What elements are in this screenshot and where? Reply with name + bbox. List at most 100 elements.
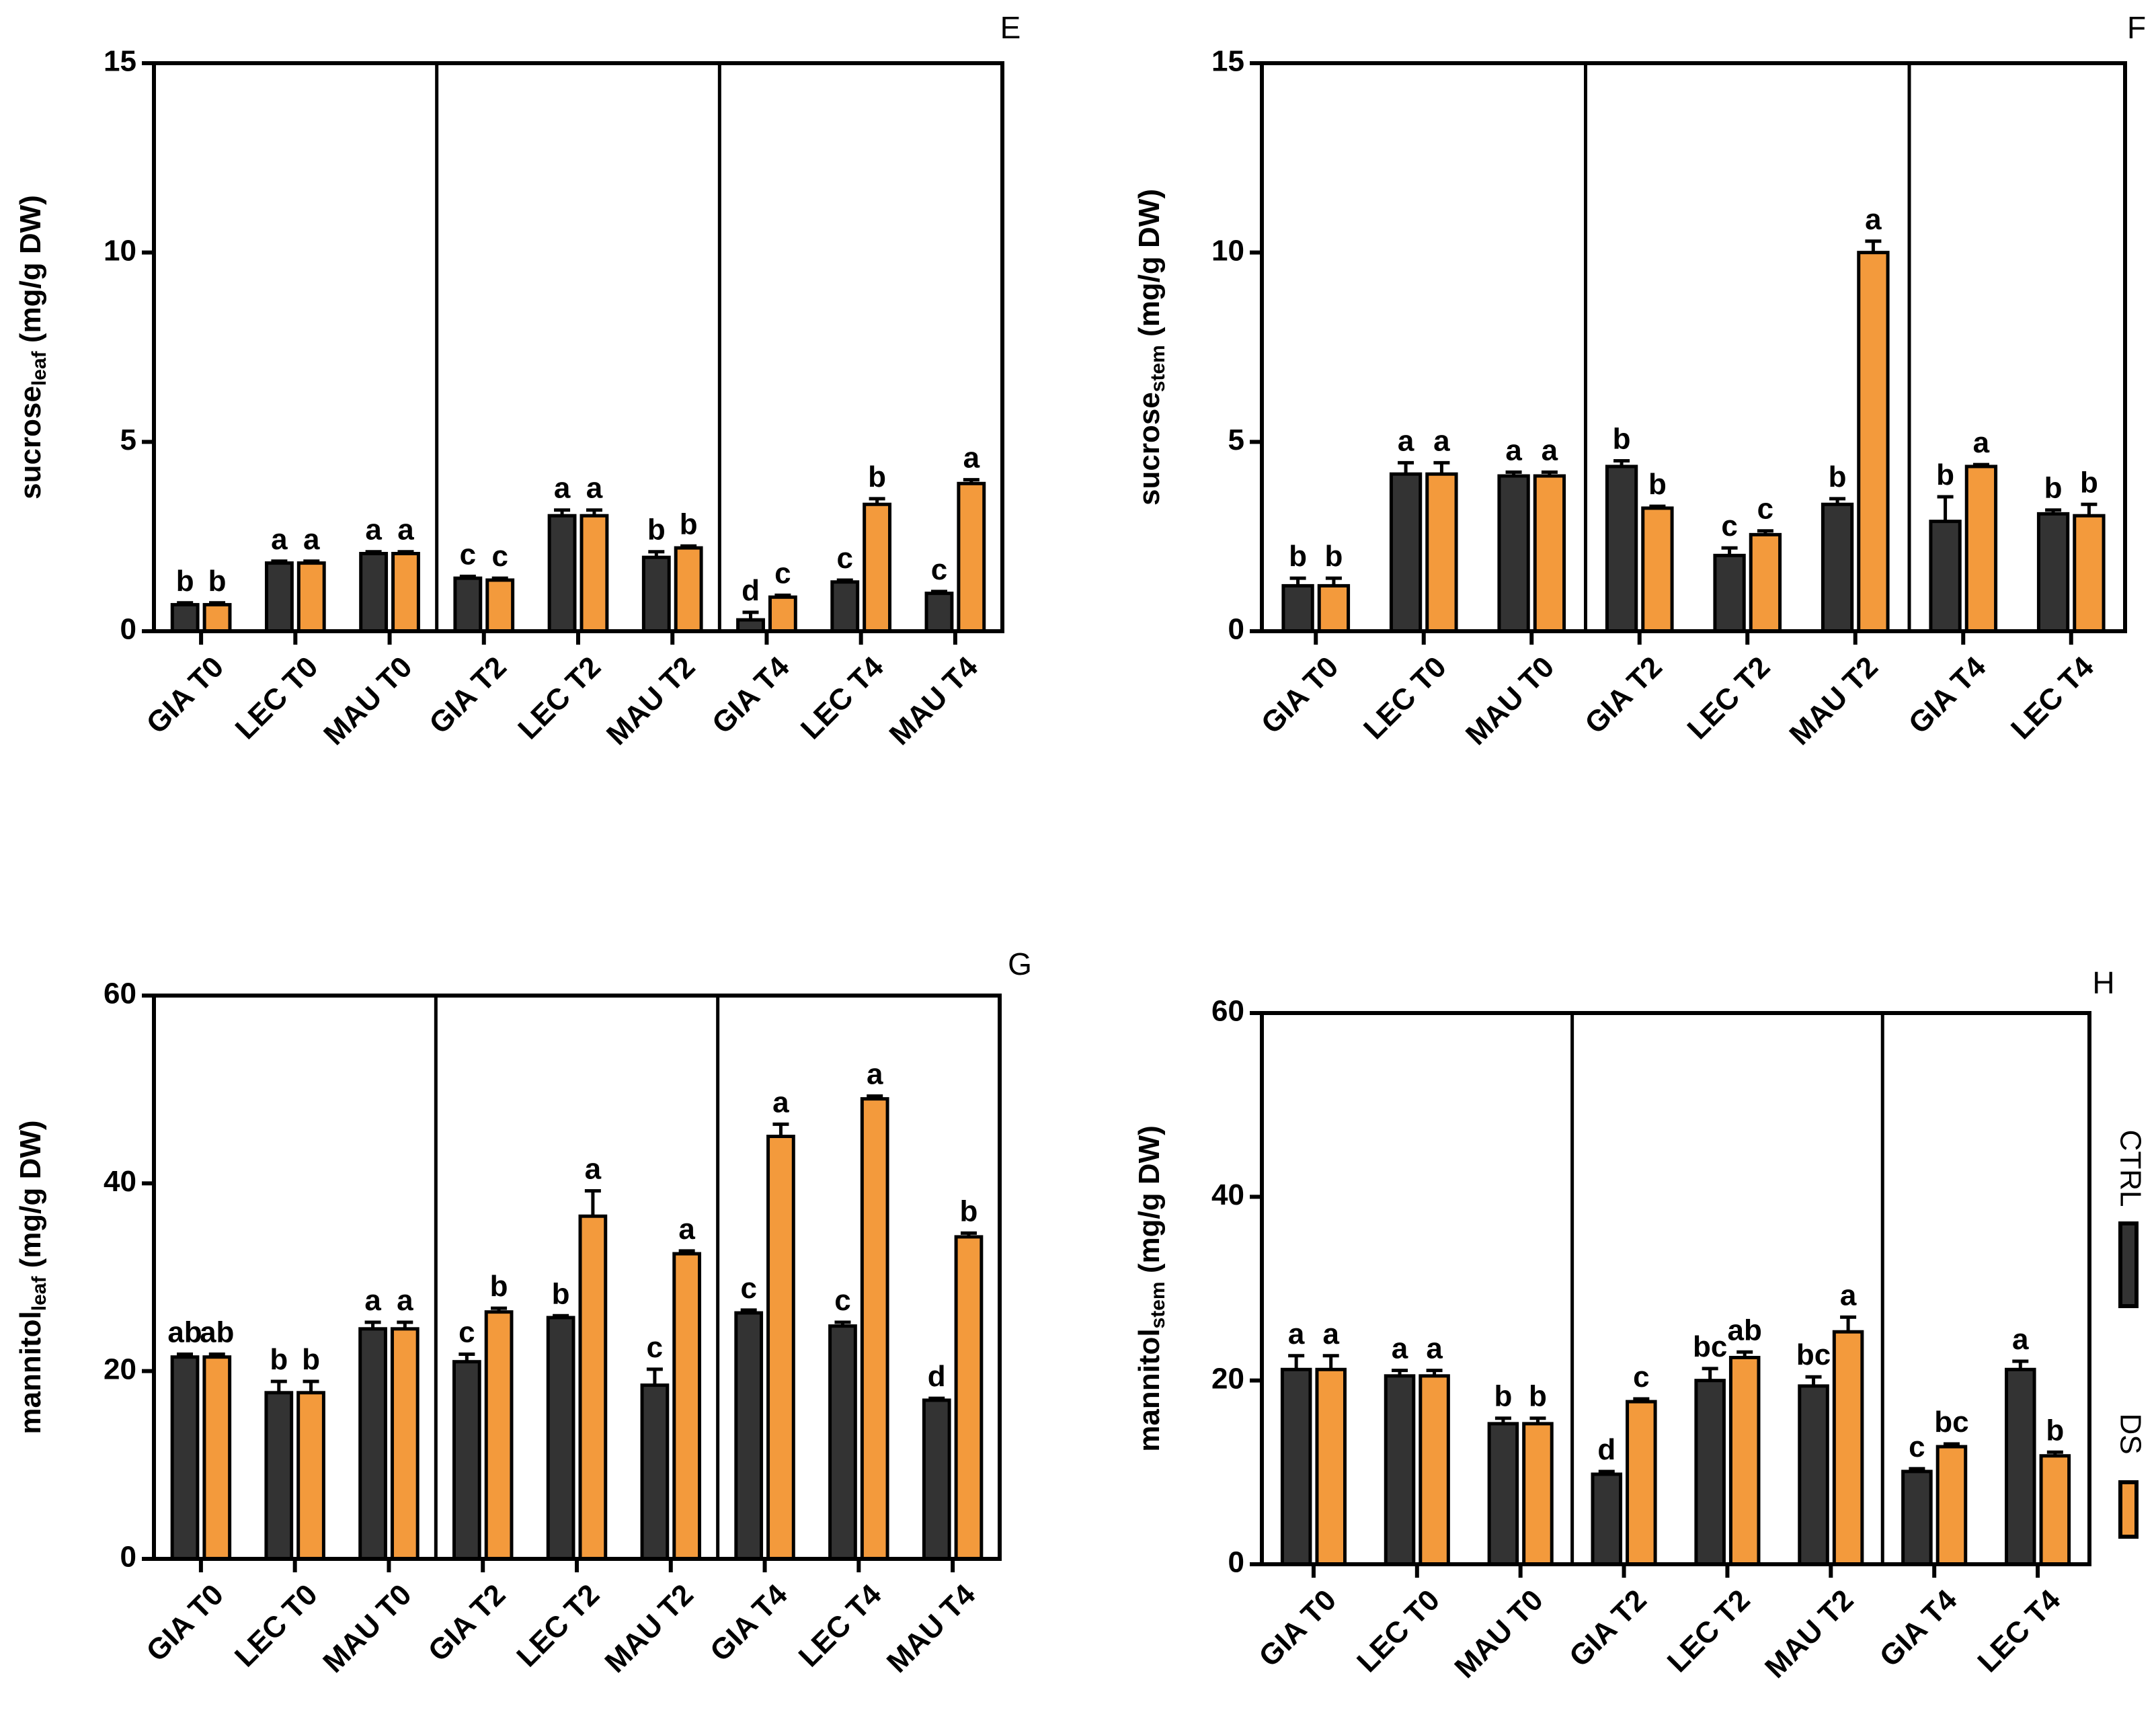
significance-letter: b	[960, 1195, 978, 1227]
error-bar	[397, 550, 414, 554]
error-bar	[1943, 1442, 1960, 1447]
bar	[1487, 1422, 1519, 1566]
y-tick-label: 20	[1211, 1362, 1244, 1395]
error-bar	[1829, 497, 1846, 505]
x-tick-label: LEC T4	[793, 1578, 888, 1673]
significance-letter: b	[647, 514, 666, 547]
bar	[580, 514, 609, 633]
legend-label: CTRL	[2114, 1130, 2147, 1207]
error-bar	[1909, 1467, 1925, 1471]
significance-letter: a	[1433, 424, 1450, 457]
y-label-subscript: leaf	[28, 350, 50, 386]
significance-letter: b	[868, 460, 886, 493]
bar	[768, 595, 797, 633]
significance-letter: a	[1840, 1279, 1857, 1312]
x-tick-label: LEC T0	[1351, 1583, 1446, 1679]
significance-letter: a	[303, 523, 320, 556]
bar	[2036, 512, 2070, 633]
bar	[641, 555, 671, 633]
error-bar	[1392, 1369, 1408, 1376]
significance-letter: a	[1865, 203, 1882, 236]
significance-letter: a	[365, 514, 382, 547]
bar	[1533, 474, 1566, 633]
significance-letter: b	[176, 565, 194, 598]
bar	[546, 1316, 575, 1561]
y-axis-label: sucroseleaf (mg/g DW)	[14, 195, 50, 499]
error-bar	[364, 1320, 381, 1329]
significance-letter: c	[1909, 1430, 1925, 1463]
error-bar	[648, 550, 665, 558]
axes-frame	[1260, 61, 2127, 633]
significance-letter: bc	[1796, 1338, 1831, 1371]
error-bar	[459, 574, 476, 579]
significance-letter: c	[740, 1272, 756, 1305]
bar	[1605, 465, 1638, 633]
significance-letter: c	[1721, 510, 1737, 542]
bar	[1935, 1445, 1968, 1566]
bar	[2039, 1454, 2071, 1566]
significance-letter: a	[1288, 1318, 1305, 1350]
significance-letter: a	[2012, 1323, 2029, 1356]
x-tick-label: LEC T0	[229, 1578, 324, 1673]
bar	[1591, 1472, 1623, 1566]
bar	[170, 603, 200, 633]
error-bar	[1840, 1315, 1857, 1332]
error-bar	[1937, 495, 1954, 522]
significance-letter: a	[1973, 426, 1990, 459]
y-tick-label: 20	[104, 1353, 136, 1385]
y-tick-label: 0	[1228, 613, 1244, 646]
y-tick-label: 60	[104, 977, 136, 1010]
significance-letter: a	[397, 514, 414, 547]
axes-frame	[152, 994, 1002, 1561]
bar	[957, 481, 986, 633]
bar	[1832, 1330, 1864, 1566]
y-label-subscript: leaf	[28, 1276, 50, 1312]
significance-letter: b	[302, 1343, 320, 1376]
x-tick-label: MAU T4	[883, 650, 985, 752]
significance-letter: b	[1289, 540, 1307, 573]
significance-letter: a	[963, 442, 980, 475]
x-tick-label: GIA T2	[1579, 650, 1669, 740]
axes-frame	[152, 61, 1004, 633]
bar	[1798, 1384, 1829, 1566]
significance-letter: a	[364, 1284, 381, 1317]
x-tick-label: LEC T2	[510, 1578, 606, 1673]
bar	[2005, 1367, 2036, 1566]
significance-letter: ab	[167, 1316, 202, 1349]
y-label-main: sucrose	[1133, 392, 1166, 506]
x-tick-label: MAU T0	[317, 650, 418, 751]
bar	[358, 1327, 387, 1561]
x-tick-label: MAU T0	[317, 1578, 417, 1679]
y-tick-label: 0	[120, 613, 136, 646]
error-bar	[1757, 529, 1773, 535]
significance-letter: bc	[1934, 1406, 1968, 1439]
significance-letter: a	[867, 1057, 883, 1090]
y-label-subscript: stem	[1147, 1281, 1169, 1328]
error-bar	[678, 1249, 695, 1254]
x-tick-label: LEC T2	[1681, 650, 1777, 745]
error-bar	[271, 559, 288, 563]
bar	[391, 552, 420, 633]
y-tick-label: 0	[1228, 1546, 1244, 1579]
y-label-rest: (mg/g DW)	[1133, 189, 1166, 345]
significance-letter: c	[1757, 493, 1773, 526]
significance-letter: c	[460, 538, 476, 571]
x-tick-label: GIA T0	[1252, 1583, 1343, 1673]
error-bar	[680, 544, 697, 549]
bar	[2073, 514, 2106, 633]
bar	[453, 576, 483, 633]
significance-letter: b	[1613, 423, 1631, 456]
significance-letter: a	[1505, 434, 1522, 467]
error-bar	[740, 1308, 757, 1314]
error-bar	[1289, 576, 1306, 586]
significance-letter: a	[397, 1284, 413, 1317]
error-bar	[2081, 502, 2098, 516]
significance-letter: b	[552, 1277, 570, 1310]
error-bar	[869, 497, 885, 505]
x-tick-label: LEC T0	[1357, 650, 1453, 745]
error-bar	[772, 1122, 789, 1137]
error-bar	[834, 1320, 851, 1326]
significance-letter: ab	[1728, 1314, 1762, 1346]
